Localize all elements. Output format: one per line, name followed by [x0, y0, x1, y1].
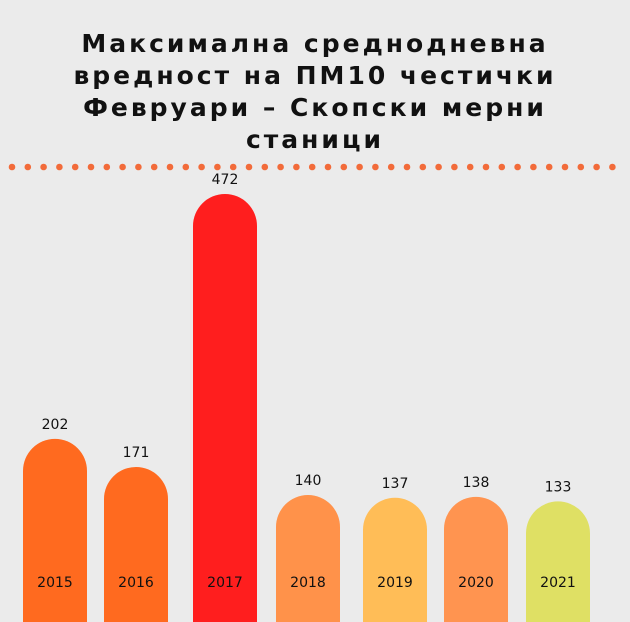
divider-dot	[308, 163, 316, 171]
bar-2021	[526, 501, 590, 622]
divider-dot	[530, 163, 537, 171]
data-label-2015: 202	[42, 417, 69, 433]
bar-2016	[104, 466, 168, 622]
category-label-2015: 2015	[37, 575, 73, 591]
category-label-2017: 2017	[207, 575, 243, 591]
divider-dot	[324, 163, 332, 171]
divider-dot	[245, 163, 253, 171]
chart-title: Максимална среднодневна вредност на ПМ10…	[0, 28, 630, 156]
divider-dot	[182, 163, 190, 171]
divider-dot	[435, 163, 442, 171]
divider-dot	[198, 163, 205, 171]
data-label-2019: 137	[382, 476, 409, 492]
divider-dot	[40, 163, 47, 171]
divider-dot	[8, 163, 16, 171]
bar-2017	[193, 194, 257, 622]
bar-2020	[444, 496, 508, 622]
category-label-2019: 2019	[377, 575, 413, 591]
divider-dot	[214, 163, 221, 171]
divider-dot	[482, 163, 490, 171]
divider-dot	[545, 163, 553, 171]
data-label-2016: 171	[123, 445, 150, 461]
bar-2018	[276, 495, 340, 622]
divider-dot	[451, 163, 458, 171]
dotted-divider	[8, 163, 616, 171]
divider-dot	[609, 163, 616, 171]
divider-dot	[293, 163, 300, 171]
divider-dot	[514, 163, 521, 171]
divider-dot	[340, 163, 348, 171]
divider-dot	[24, 163, 32, 171]
divider-dot	[56, 163, 63, 171]
divider-dot	[166, 163, 174, 171]
bar-2015	[23, 438, 87, 622]
divider-dot	[277, 163, 284, 171]
data-label-2021: 133	[545, 479, 572, 495]
divider-dot	[261, 163, 269, 171]
divider-dot	[103, 163, 111, 171]
divider-dot	[577, 163, 585, 171]
divider-dot	[150, 163, 158, 171]
data-label-2020: 138	[463, 475, 490, 491]
category-label-2016: 2016	[118, 575, 154, 591]
divider-dot	[135, 163, 142, 171]
data-label-2017: 472	[212, 172, 239, 188]
divider-dot	[466, 163, 474, 171]
divider-dot	[561, 163, 569, 171]
divider-dot	[498, 163, 506, 171]
data-label-2018: 140	[295, 473, 322, 489]
divider-dot	[372, 163, 379, 171]
title-line-3: Февруари – Скопски мерни	[83, 93, 547, 122]
divider-dot	[387, 163, 395, 171]
title-line-2: вредност на ПМ10 честички	[73, 61, 557, 90]
divider-dot	[87, 163, 95, 171]
divider-dot	[356, 163, 363, 171]
category-label-2018: 2018	[290, 575, 326, 591]
bar-2019	[363, 497, 427, 622]
title-line-4: станици	[245, 125, 385, 154]
title-line-1: Максимална среднодневна	[81, 29, 549, 58]
divider-dot	[419, 163, 427, 171]
category-label-2020: 2020	[458, 575, 494, 591]
category-label-2021: 2021	[540, 575, 576, 591]
divider-dot	[229, 163, 237, 171]
divider-dot	[593, 163, 600, 171]
divider-dot	[71, 163, 79, 171]
divider-dot	[403, 163, 411, 171]
divider-dot	[119, 163, 126, 171]
